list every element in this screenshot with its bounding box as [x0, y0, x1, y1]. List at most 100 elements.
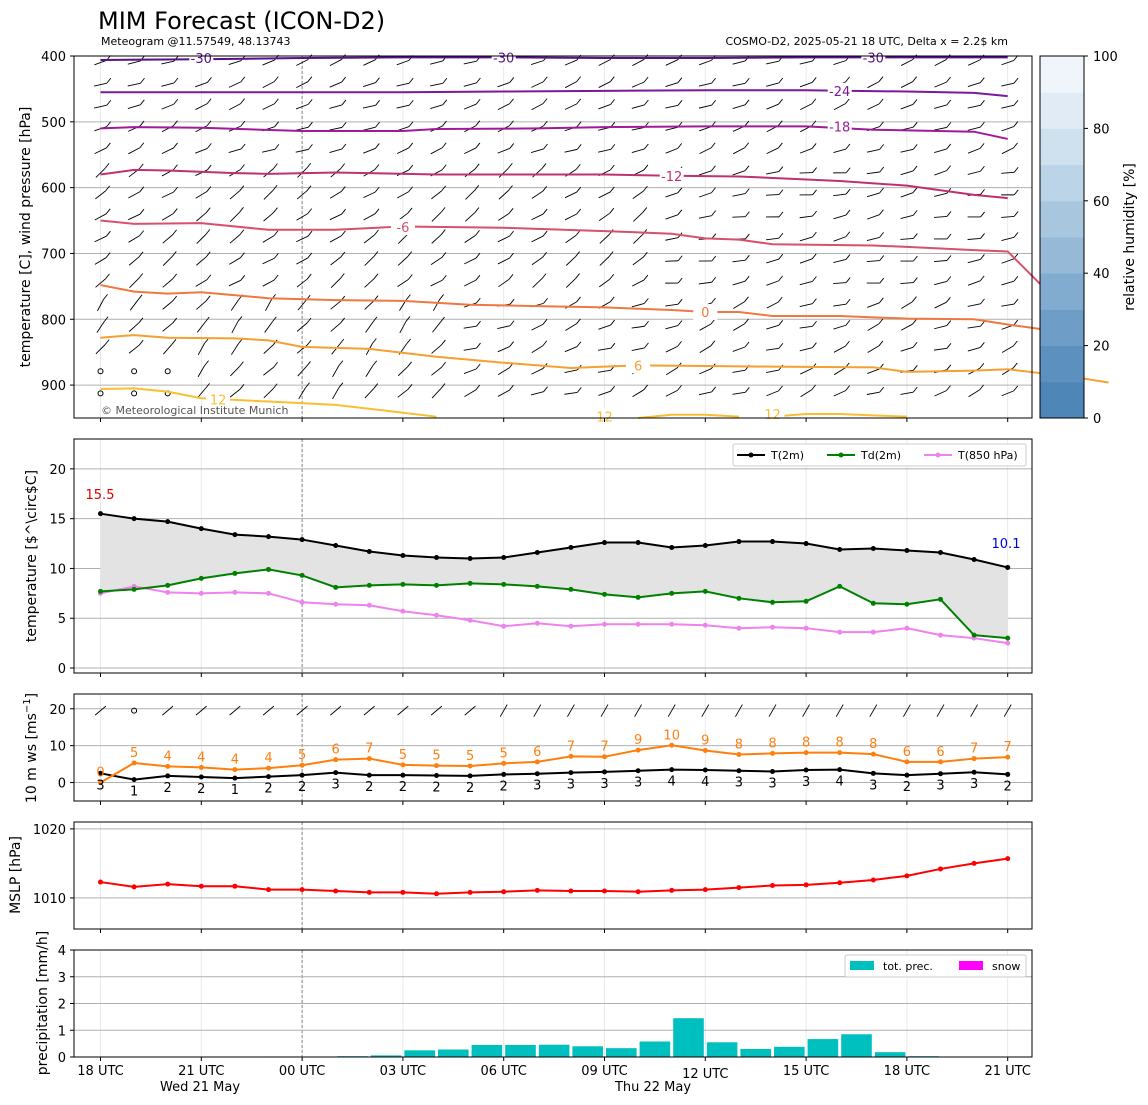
wind-barb: [497, 389, 510, 397]
wind-barb-flag: [204, 360, 209, 366]
colorbar-tick-label: 40: [1093, 267, 1110, 282]
wind-barb: [833, 148, 847, 153]
mslp-y-ticks: 1010 1020: [33, 823, 74, 907]
wind-barb: [363, 147, 376, 154]
mslp-grid: [74, 822, 1032, 929]
wind-barb-flag: [441, 164, 447, 171]
wind-barb-flag: [878, 340, 884, 347]
precipitation-bar: [505, 1044, 536, 1057]
wind-barb-flag: [341, 143, 347, 150]
t2m-point: [971, 556, 977, 562]
precipitation-bar: [572, 1046, 603, 1057]
gust-value-label: 4: [164, 749, 172, 764]
wind-barb: [196, 321, 206, 333]
wind-barb-flag: [1013, 211, 1019, 217]
wind-barb: [297, 366, 307, 377]
wind-barb-flag: [1013, 77, 1019, 84]
isotherm-line: [100, 56, 1008, 61]
wind-barb-flag: [476, 342, 481, 349]
x-tick-label: 21 UTC: [984, 1064, 1030, 1079]
precipitation-bar: [404, 1050, 435, 1057]
wind-barb-flag: [576, 144, 582, 150]
wind-barb-flag: [440, 229, 446, 235]
wind-barb: [867, 323, 880, 331]
wind-barb: [766, 324, 779, 330]
t2m-point: [803, 541, 809, 547]
isotherm-label: -30: [191, 52, 212, 67]
wind-barb-flag: [845, 319, 851, 326]
wind-barb: [735, 704, 743, 717]
wind-speed-point: [1005, 771, 1011, 777]
wind-barb-flag: [946, 255, 952, 261]
colorbar-tick-label: 0: [1093, 412, 1101, 427]
wind-barb-flag: [373, 383, 379, 389]
td2m-point: [938, 596, 943, 602]
wind-barb: [397, 256, 408, 266]
wind-barb: [900, 323, 913, 331]
wind-barb-flag: [307, 76, 313, 82]
wind-barb-flag: [677, 341, 682, 347]
wind-barb-flag: [240, 76, 246, 83]
wind-barb-flag: [980, 233, 985, 239]
wind-barb: [430, 104, 443, 109]
wind-barb: [228, 60, 242, 65]
wind-barb-flag: [677, 100, 683, 106]
wind-barb: [698, 281, 712, 285]
temperature-frame: [73, 438, 1033, 674]
wind-gust-point: [938, 759, 943, 765]
wind-barb-flag: [711, 210, 717, 216]
isotherm-label-bg: [206, 391, 231, 408]
speed-value-label: 3: [600, 777, 608, 792]
wind-barb-flag: [240, 164, 245, 170]
gust-value-label: 8: [768, 736, 776, 751]
wind-barb-flag: [643, 274, 649, 281]
wind-barb: [967, 82, 981, 87]
speed-value-label: 2: [466, 781, 474, 796]
td2m-point: [131, 586, 137, 592]
wind-barb: [967, 346, 981, 352]
wind-barb: [363, 59, 376, 66]
wind-barb-flag: [812, 320, 817, 327]
wind-barb: [463, 82, 477, 87]
mslp-point: [198, 883, 204, 889]
t850-point: [467, 617, 473, 623]
wind-barb-flag: [273, 207, 278, 213]
wind-barb: [766, 301, 779, 309]
wind-barb: [330, 322, 341, 332]
wind-barb-flag: [476, 320, 481, 327]
isotherm-line: [100, 284, 1075, 333]
wind-barb-flag: [878, 98, 884, 105]
dewpoint-spread-area: [100, 513, 1008, 639]
wind-barb-flag: [576, 76, 581, 82]
wind-barb: [362, 104, 376, 109]
wind-barb: [699, 345, 712, 354]
wind-barb-flag: [1013, 142, 1018, 149]
wind-barb-flag: [206, 98, 212, 105]
wind-barb-flag: [778, 320, 784, 326]
wind-barb-flag: [306, 339, 312, 346]
wind-speed-point: [266, 774, 271, 780]
wind-barb: [800, 389, 812, 398]
wind-barb: [765, 194, 780, 196]
wind-barb: [364, 278, 375, 288]
wind-barb-flag: [440, 207, 446, 213]
isotherm-label-bg: [592, 408, 617, 425]
wind-barb: [766, 369, 779, 373]
wind-barb: [867, 103, 880, 110]
wind-barb-flag: [273, 163, 278, 169]
wind-barb: [329, 126, 343, 131]
wind-gust-point: [770, 750, 775, 756]
wind-barb-flag: [442, 120, 447, 127]
wind-barb-flag: [980, 121, 985, 128]
t2m-point: [131, 516, 137, 522]
upper-air-ylabel: temperature [C], wind pressure [hPa]: [18, 107, 34, 368]
wind-barb: [934, 347, 947, 351]
isotherm-label-bg: [659, 167, 684, 184]
wind-barb-flag: [171, 339, 177, 345]
wind-barb-flag: [610, 144, 616, 150]
wind-barb-flag: [172, 317, 178, 324]
wind-barb-flag: [979, 143, 985, 149]
speed-value-label: 3: [533, 779, 541, 794]
x-tick-label: 18 UTC: [884, 1064, 930, 1079]
